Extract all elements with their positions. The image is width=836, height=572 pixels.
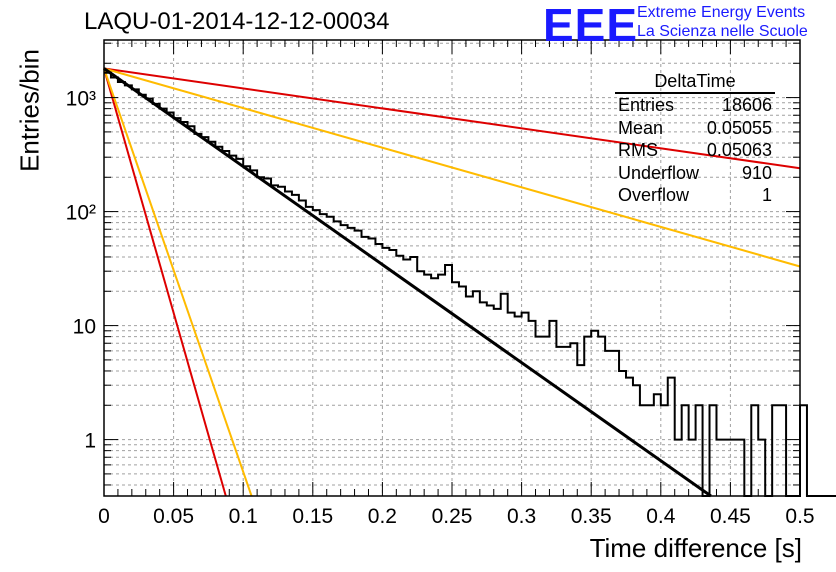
stats-row-overflow: Overflow 1 — [610, 184, 780, 207]
axis-ticks — [103, 40, 801, 496]
stats-box: DeltaTime Entries 18606 Mean 0.05055 RMS… — [610, 70, 780, 207]
eee-logo: EEE — [543, 0, 639, 51]
stats-row-rms: RMS 0.05063 — [610, 139, 780, 162]
stats-title: DeltaTime — [615, 70, 775, 94]
stats-value: 0.05063 — [706, 140, 772, 160]
stats-label: Overflow — [618, 185, 690, 205]
grid — [104, 40, 800, 496]
reference-lines — [103, 67, 801, 497]
stats-value: 910 — [741, 162, 772, 183]
x-tick-label: 0.5 — [785, 505, 814, 528]
stats-row-entries: Entries 18606 — [610, 94, 780, 117]
x-tick-label: 0.35 — [571, 505, 612, 528]
run-title: LAQU-01-2014-12-12-00034 — [84, 8, 390, 35]
x-tick-label: 0.3 — [507, 505, 536, 528]
x-tick-label: 0 — [98, 505, 110, 528]
x-tick-label: 0.05 — [153, 505, 194, 528]
y-tick-label: 10 — [73, 316, 96, 339]
logo-line-2: La Scienza nelle Scuole — [637, 23, 808, 40]
stats-value: 1 — [761, 185, 772, 205]
tick-labels: 0 0.05 0.1 0.15 0.2 0.25 0.3 0.35 0.4 0.45 0.5 1 10 1… — [66, 88, 815, 528]
stats-label: RMS — [618, 140, 658, 160]
x-tick-label: 0.25 — [432, 505, 473, 528]
histogram-outline — [104, 71, 836, 497]
y-axis-label: Entries/bin — [14, 49, 45, 172]
x-tick-label: 0.4 — [646, 505, 676, 528]
x-tick-label: 0.2 — [368, 505, 397, 528]
stats-row-underflow: Underflow 910 — [610, 162, 780, 185]
stats-value: 18606 — [721, 95, 772, 115]
histogram — [104, 71, 836, 497]
y-tick-label: 10² — [66, 202, 96, 225]
fit-line — [103, 67, 712, 498]
reference-line — [103, 68, 227, 497]
x-axis-label: Time difference [s] — [589, 533, 802, 563]
y-tick-label: 1 — [84, 430, 96, 453]
logo-caption: Extreme Energy Events La Scienza nelle S… — [637, 3, 808, 41]
stats-value: 0.05055 — [706, 117, 772, 138]
stats-label: Underflow — [618, 162, 700, 183]
reference-line — [103, 67, 801, 170]
y-tick-label: 10³ — [66, 88, 96, 111]
x-tick-label: 0.15 — [292, 505, 333, 528]
reference-line — [103, 67, 801, 268]
stats-label: Mean — [618, 117, 664, 138]
stats-label: Entries — [618, 95, 675, 115]
fit-curve — [103, 67, 712, 498]
stats-row-mean: Mean 0.05055 — [610, 117, 780, 140]
x-tick-label: 0.1 — [229, 505, 258, 528]
logo-line-1: Extreme Energy Events — [637, 4, 806, 21]
x-tick-label: 0.45 — [710, 505, 751, 528]
reference-line — [103, 68, 253, 497]
